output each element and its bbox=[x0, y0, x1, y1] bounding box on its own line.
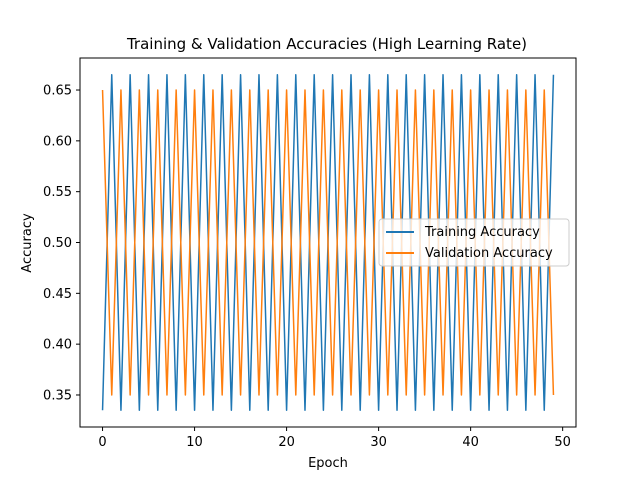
x-tick-label: 0 bbox=[98, 435, 106, 450]
legend-label-training: Training Accuracy bbox=[424, 225, 540, 240]
x-axis: 0 10 20 30 40 50 bbox=[98, 427, 571, 450]
y-tick-label: 0.50 bbox=[43, 236, 72, 251]
y-tick-label: 0.60 bbox=[43, 134, 72, 149]
y-tick-label: 0.55 bbox=[43, 185, 72, 200]
x-axis-label: Epoch bbox=[308, 456, 348, 471]
y-axis-label: Accuracy bbox=[20, 213, 35, 273]
y-tick-label: 0.45 bbox=[43, 287, 72, 302]
x-tick-label: 20 bbox=[278, 435, 295, 450]
y-tick-label: 0.35 bbox=[43, 388, 72, 403]
y-axis: 0.35 0.40 0.45 0.50 0.55 0.60 0.65 bbox=[43, 84, 80, 403]
x-tick-label: 30 bbox=[370, 435, 387, 450]
x-tick-label: 40 bbox=[462, 435, 479, 450]
y-tick-label: 0.40 bbox=[43, 338, 72, 353]
legend: Training Accuracy Validation Accuracy bbox=[378, 218, 570, 267]
y-tick-label: 0.65 bbox=[43, 84, 72, 99]
series-layer bbox=[101, 74, 555, 411]
x-tick-label: 50 bbox=[554, 435, 571, 450]
series-line-validation bbox=[101, 89, 555, 396]
chart-title: Training & Validation Accuracies (High L… bbox=[126, 35, 527, 53]
legend-label-validation: Validation Accuracy bbox=[425, 246, 553, 261]
legend-box bbox=[378, 218, 570, 267]
x-tick-label: 10 bbox=[186, 435, 203, 450]
